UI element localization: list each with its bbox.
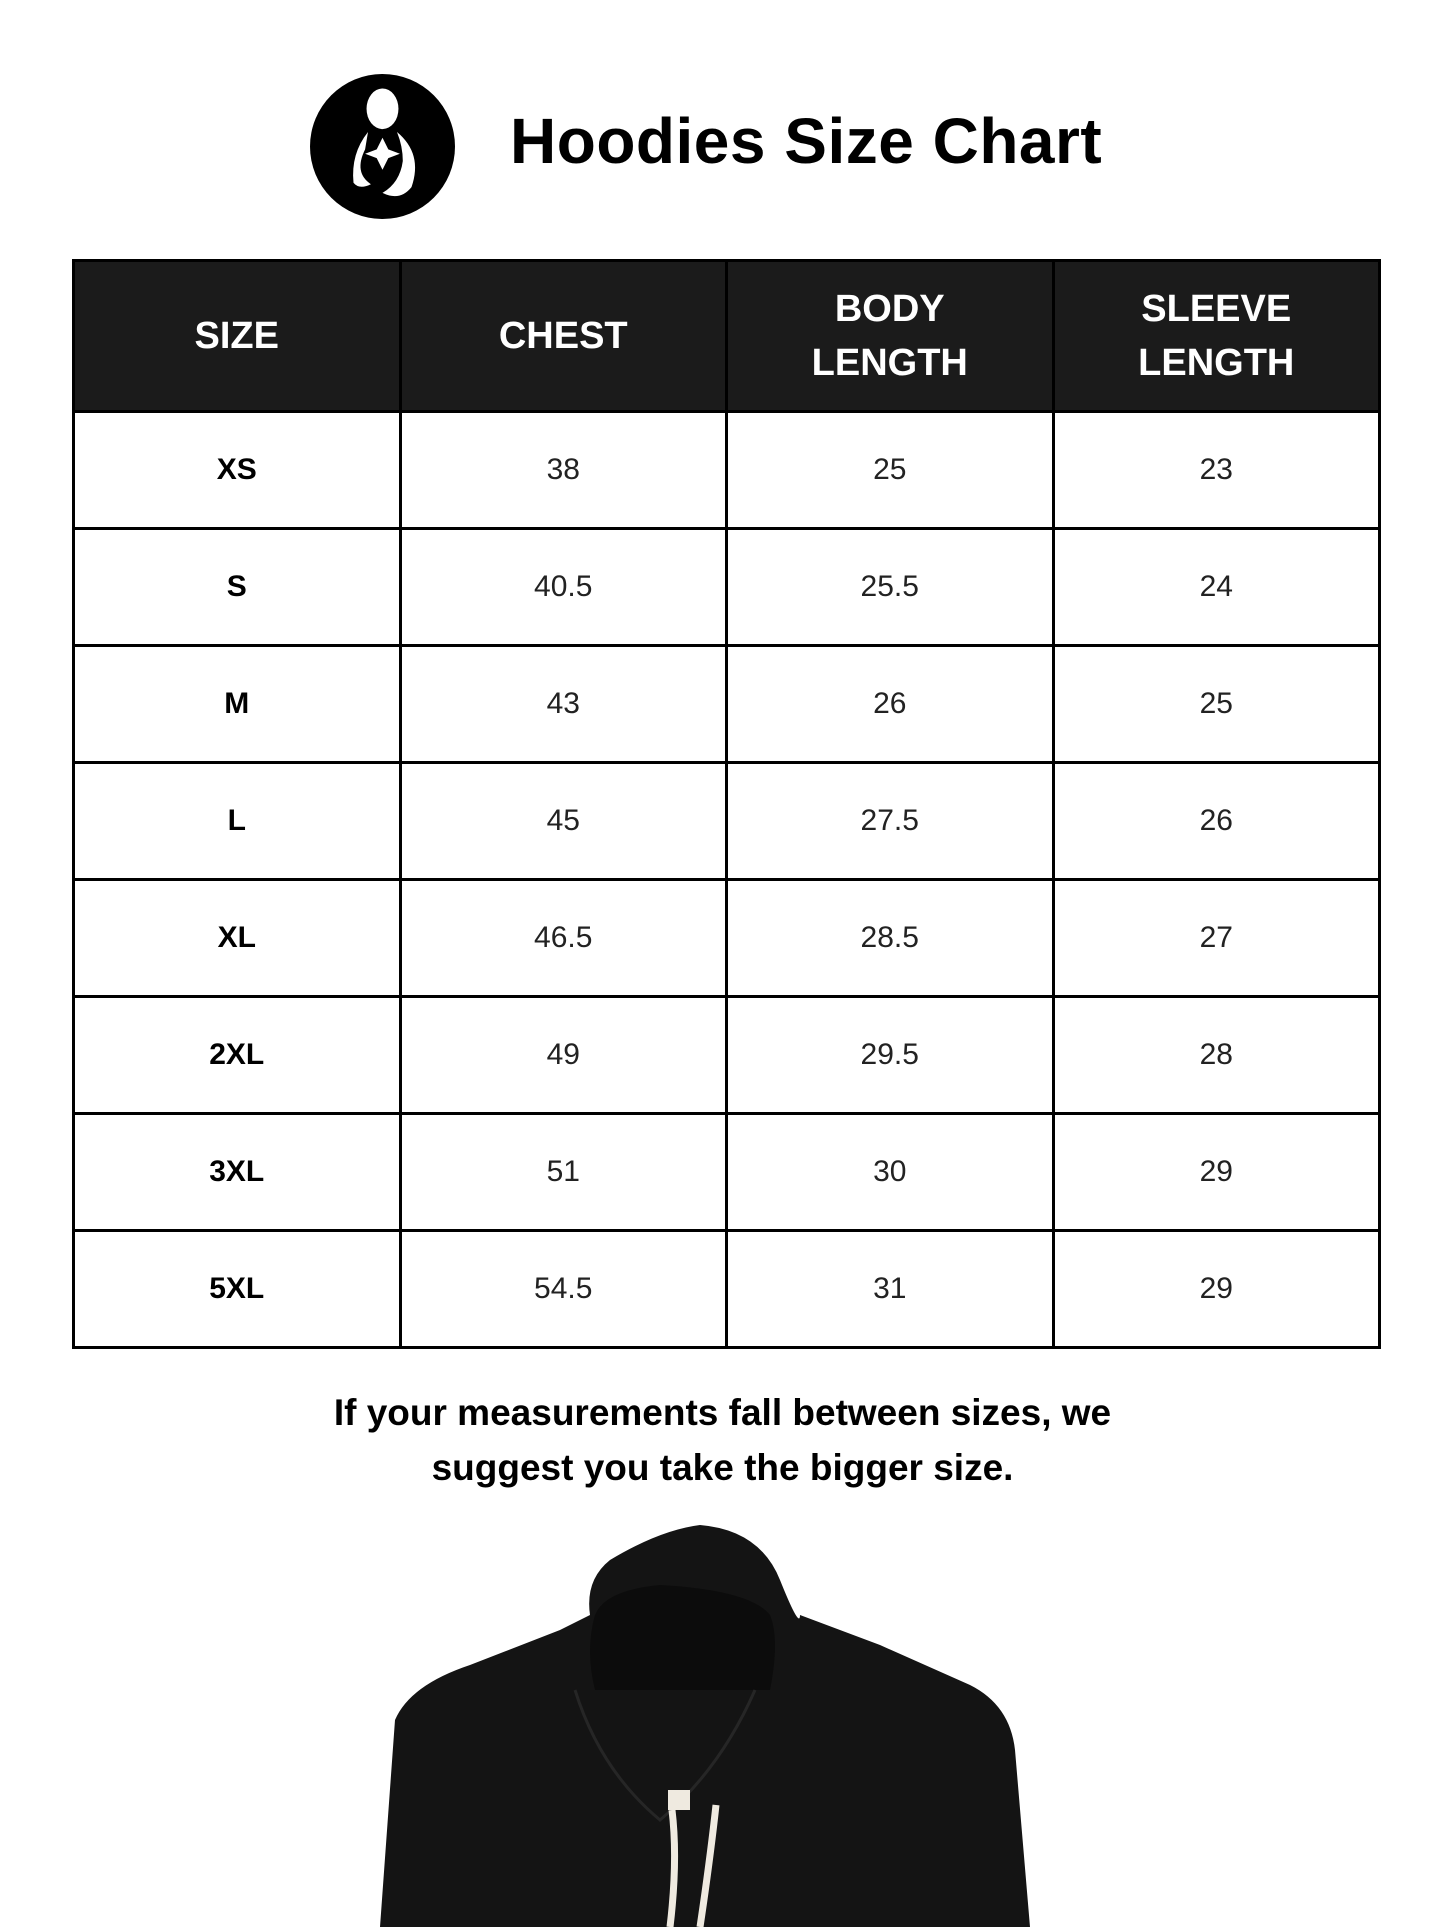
body-length-cell: 27.5 bbox=[725, 761, 1055, 881]
sleeve-length-cell: 25 bbox=[1051, 644, 1381, 764]
table-row: L 45 27.5 26 bbox=[72, 761, 1381, 881]
column-header-chest: CHEST bbox=[398, 259, 728, 413]
sleeve-length-cell: 27 bbox=[1051, 878, 1381, 998]
page-title: Hoodies Size Chart bbox=[510, 105, 1103, 177]
chest-cell: 54.5 bbox=[398, 1229, 728, 1349]
sleeve-length-cell: 29 bbox=[1051, 1229, 1381, 1349]
size-cell: 2XL bbox=[72, 995, 402, 1115]
column-header-size: SIZE bbox=[72, 259, 402, 413]
body-length-cell: 25.5 bbox=[725, 527, 1055, 647]
chest-cell: 45 bbox=[398, 761, 728, 881]
mother-and-child-logo-icon bbox=[310, 74, 455, 219]
size-chart-table: SIZE CHEST BODY LENGTH SLEEVE LENGTH XS 38 2… bbox=[72, 259, 1381, 1349]
sleeve-length-cell: 28 bbox=[1051, 995, 1381, 1115]
size-cell: XS bbox=[72, 410, 402, 530]
body-length-cell: 28.5 bbox=[725, 878, 1055, 998]
size-cell: S bbox=[72, 527, 402, 647]
table-row: M 43 26 25 bbox=[72, 644, 1381, 764]
chest-cell: 38 bbox=[398, 410, 728, 530]
sizing-note: If your measurements fall between sizes,… bbox=[0, 1385, 1445, 1495]
body-length-cell: 25 bbox=[725, 410, 1055, 530]
chest-cell: 49 bbox=[398, 995, 728, 1115]
table-row: 5XL 54.5 31 29 bbox=[72, 1229, 1381, 1349]
chest-cell: 40.5 bbox=[398, 527, 728, 647]
size-cell: 3XL bbox=[72, 1112, 402, 1232]
chest-cell: 51 bbox=[398, 1112, 728, 1232]
sleeve-length-cell: 23 bbox=[1051, 410, 1381, 530]
size-cell: M bbox=[72, 644, 402, 764]
size-cell: XL bbox=[72, 878, 402, 998]
sleeve-length-cell: 26 bbox=[1051, 761, 1381, 881]
body-length-cell: 29.5 bbox=[725, 995, 1055, 1115]
body-length-cell: 26 bbox=[725, 644, 1055, 764]
chest-cell: 46.5 bbox=[398, 878, 728, 998]
size-cell: L bbox=[72, 761, 402, 881]
column-header-body-length: BODY LENGTH bbox=[725, 259, 1055, 413]
table-row: S 40.5 25.5 24 bbox=[72, 527, 1381, 647]
sizing-note-line-1: If your measurements fall between sizes,… bbox=[333, 1392, 1112, 1433]
size-cell: 5XL bbox=[72, 1229, 402, 1349]
sizing-note-line-2: suggest you take the bigger size. bbox=[431, 1447, 1014, 1488]
table-row: 3XL 51 30 29 bbox=[72, 1112, 1381, 1232]
table-header-row: SIZE CHEST BODY LENGTH SLEEVE LENGTH bbox=[72, 259, 1381, 413]
sleeve-length-cell: 24 bbox=[1051, 527, 1381, 647]
table-row: 2XL 49 29.5 28 bbox=[72, 995, 1381, 1115]
column-header-sleeve-length: SLEEVE LENGTH bbox=[1051, 259, 1381, 413]
table-row: XS 38 25 23 bbox=[72, 410, 1381, 530]
hoodie-product-image bbox=[380, 1525, 1030, 1927]
body-length-cell: 30 bbox=[725, 1112, 1055, 1232]
chest-cell: 43 bbox=[398, 644, 728, 764]
body-length-cell: 31 bbox=[725, 1229, 1055, 1349]
table-row: XL 46.5 28.5 27 bbox=[72, 878, 1381, 998]
sleeve-length-cell: 29 bbox=[1051, 1112, 1381, 1232]
